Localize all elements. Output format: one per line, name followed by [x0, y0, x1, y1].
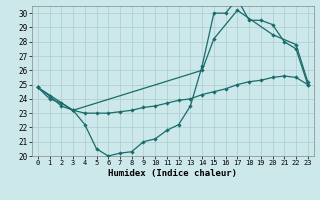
X-axis label: Humidex (Indice chaleur): Humidex (Indice chaleur): [108, 169, 237, 178]
